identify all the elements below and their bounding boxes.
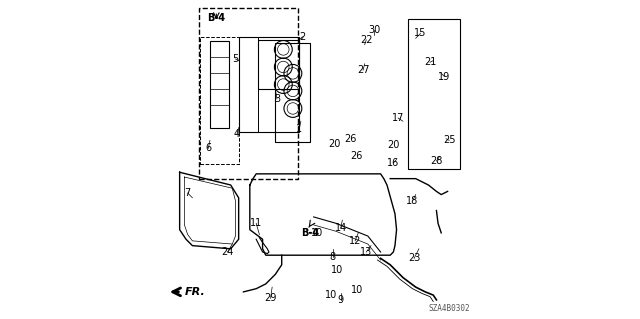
Text: 15: 15 [414, 28, 427, 39]
Text: 26: 26 [344, 134, 356, 144]
Text: 29: 29 [264, 293, 276, 303]
Text: 9: 9 [338, 295, 344, 305]
Text: 6: 6 [205, 143, 211, 153]
Text: 10: 10 [325, 290, 337, 300]
Text: 27: 27 [357, 65, 369, 75]
Text: 10: 10 [310, 228, 323, 238]
Text: FR.: FR. [184, 287, 205, 297]
Text: 11: 11 [250, 218, 262, 228]
Text: 7: 7 [184, 188, 191, 198]
Text: 22: 22 [360, 35, 372, 45]
Text: 26: 26 [351, 151, 363, 161]
Text: 18: 18 [406, 196, 419, 206]
Text: 20: 20 [387, 140, 399, 150]
Text: B-4: B-4 [207, 12, 225, 23]
Text: 16: 16 [387, 158, 399, 168]
Text: 5: 5 [232, 54, 239, 64]
Text: 21: 21 [424, 57, 436, 67]
Text: 4: 4 [234, 129, 240, 139]
Text: 23: 23 [408, 253, 420, 263]
Text: 25: 25 [443, 135, 456, 145]
Text: B-4: B-4 [301, 228, 319, 238]
Text: 30: 30 [368, 25, 380, 35]
Text: 8: 8 [330, 252, 336, 262]
Text: B-4: B-4 [302, 228, 319, 238]
Text: 13: 13 [360, 247, 372, 257]
Text: 28: 28 [430, 156, 443, 166]
Text: 17: 17 [392, 113, 404, 123]
Text: 14: 14 [335, 223, 347, 233]
Text: 24: 24 [221, 247, 234, 257]
Text: 10: 10 [351, 285, 363, 295]
Text: 2: 2 [300, 32, 305, 42]
Text: 12: 12 [349, 236, 361, 246]
Text: 10: 10 [332, 264, 344, 275]
Text: SZA4B0302: SZA4B0302 [428, 304, 470, 313]
Text: 3: 3 [274, 94, 280, 104]
Text: 20: 20 [328, 138, 340, 149]
Text: 19: 19 [438, 71, 451, 82]
Text: 1: 1 [296, 124, 302, 134]
Text: B-4: B-4 [208, 12, 225, 23]
